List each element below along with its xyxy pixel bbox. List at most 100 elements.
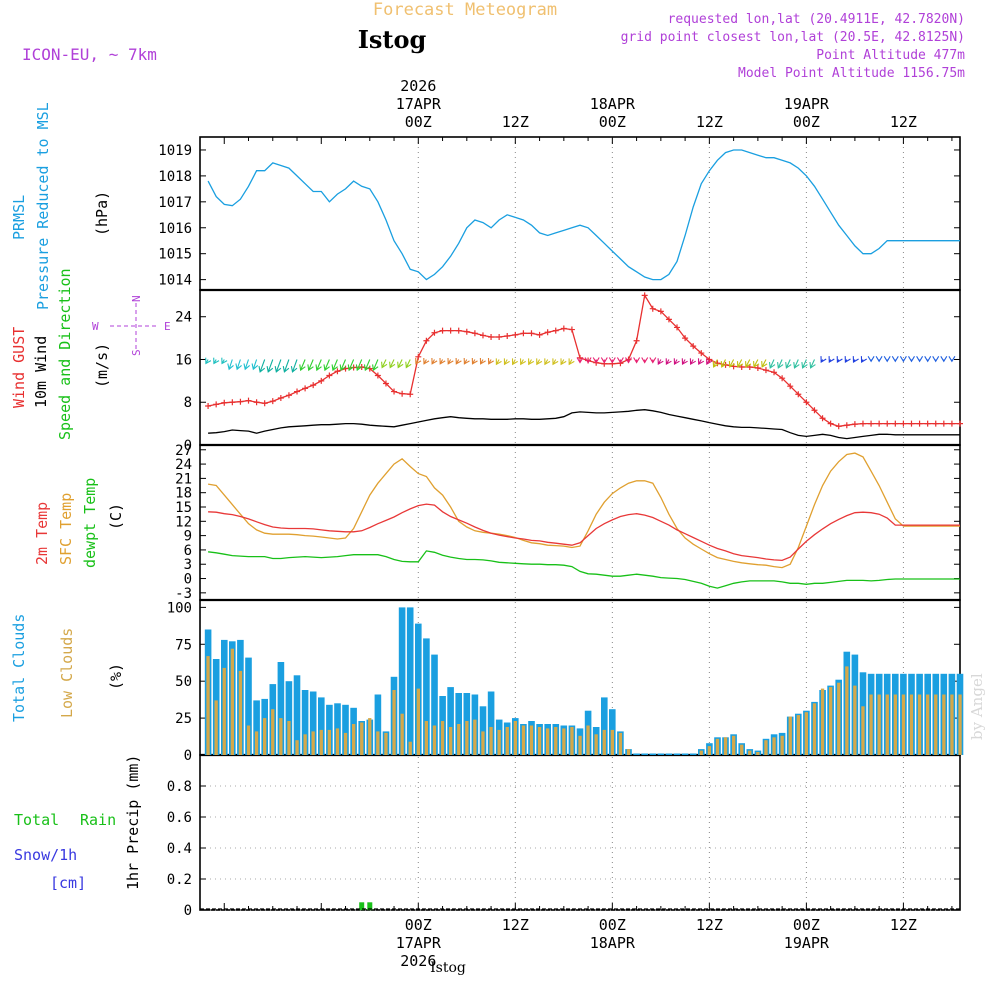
low-clouds-bar [246,725,251,755]
wind-direction-arrow [768,359,776,369]
gust-marker [382,380,389,387]
chart-marks [200,149,964,911]
gust-marker [229,399,236,406]
gust-marker [391,388,398,395]
wind-direction-arrow [363,359,371,372]
top-time-label: 00Z [599,113,626,131]
low-clouds-bar [287,721,291,755]
axis-ticks: 101410151016101710181019081624-303691215… [158,137,960,919]
low-clouds-bar [424,721,428,755]
total-clouds-bar [641,753,648,755]
total-clouds-bar [447,687,454,755]
gust-marker [479,332,486,339]
gust-marker [900,420,907,427]
location-title: Istog [358,25,427,54]
low-clouds-bar [764,740,768,755]
gust-marker [536,331,543,338]
wind-direction-arrow [519,358,526,366]
gust-marker [294,388,301,395]
gust-marker [374,372,381,379]
gust-marker [423,337,430,344]
temperature-tick-label: 15 [175,500,192,516]
wind-direction-arrow [251,359,259,371]
wind-direction-arrow [852,356,859,363]
low-clouds-bar [384,732,388,755]
wind-speed-line [208,409,960,440]
wind-direction-arrow [916,356,924,363]
gust-marker [488,334,495,341]
low-clouds-bar [230,648,234,755]
low-clouds-bar [861,706,865,755]
gust-marker [835,423,842,430]
low-clouds-bar [319,729,323,755]
gust-line [207,293,960,427]
low-clouds-bar [408,741,412,755]
temperature-tick-label: 18 [175,486,192,502]
gust-marker [762,367,769,374]
wind-direction-arrow [274,359,282,373]
low-clouds-bar [263,718,267,755]
model-label: ICON-EU, ~ 7km [22,45,157,64]
gust-label: Wind GUST [10,327,28,408]
total-clouds-bar [431,654,438,755]
wind-direction-arrow [641,357,649,364]
wind-direction-arrow [495,358,502,366]
low-clouds-bar [885,694,889,755]
wind-direction-arrow [544,358,551,366]
snow-label: Snow/1h [14,846,77,864]
low-clouds-bar [513,721,517,755]
wind-direction-arrow [720,359,727,368]
wind-direction-arrow [844,356,851,363]
pressure-tick-label: 1017 [158,195,192,211]
gust-marker [859,420,866,427]
low-clouds-bar [901,694,906,755]
wind-direction-arrow [331,359,339,372]
wind-direction-arrow [439,357,446,365]
low-clouds-bar [877,694,881,755]
low-clouds-bar [594,734,598,755]
model-altitude: Model Point Altitude 1156.75m [738,66,965,81]
gust-marker [496,334,503,341]
wind-tick-label: 24 [175,310,192,326]
gust-marker [285,392,292,399]
total-clouds-bar [479,706,487,755]
precip-unit: 1hr Precip (mm) [124,755,142,890]
low-clouds-bar [740,744,744,755]
gust-marker [205,402,212,409]
gust-marker [334,368,341,375]
low-clouds-bar [715,738,720,755]
low-clouds-bar [368,718,372,755]
wind-direction-arrow [423,357,430,365]
wind-direction-arrow [828,356,835,363]
wind-direction-arrow [633,357,641,364]
total-clouds-bar [293,675,301,755]
low-clouds-bar [376,731,380,755]
total-clouds-bar [681,753,689,755]
temp2m-label: 2m Temp [33,502,51,565]
top-time-label: 12Z [890,113,917,131]
wind-direction-arrow [899,356,907,363]
gust-marker [237,398,244,405]
temperature-tick-label: 0 [184,572,192,588]
wind-direction-arrow [761,359,768,368]
low-clouds-bar [578,735,582,755]
gust-marker [868,420,875,427]
compass-rose: N S W E [92,295,171,356]
total-clouds-bar [318,697,325,755]
wind-direction-arrow [820,356,827,363]
gust-marker [819,415,826,422]
wind-direction-arrow [282,359,290,373]
gust-marker [682,335,689,342]
rain-bar [367,902,373,911]
precip-tick-label: 0.2 [167,872,192,888]
rain-bar [359,902,365,911]
wind-direction-arrow [625,357,632,364]
wind-direction-arrow [431,357,438,365]
gust-marker [504,332,511,339]
wind-direction-arrow [221,357,228,365]
gust-marker [940,420,947,427]
wind-direction-arrow [592,357,600,364]
wind-unit: (m/s) [93,343,111,388]
low-clouds-bar [942,694,946,755]
